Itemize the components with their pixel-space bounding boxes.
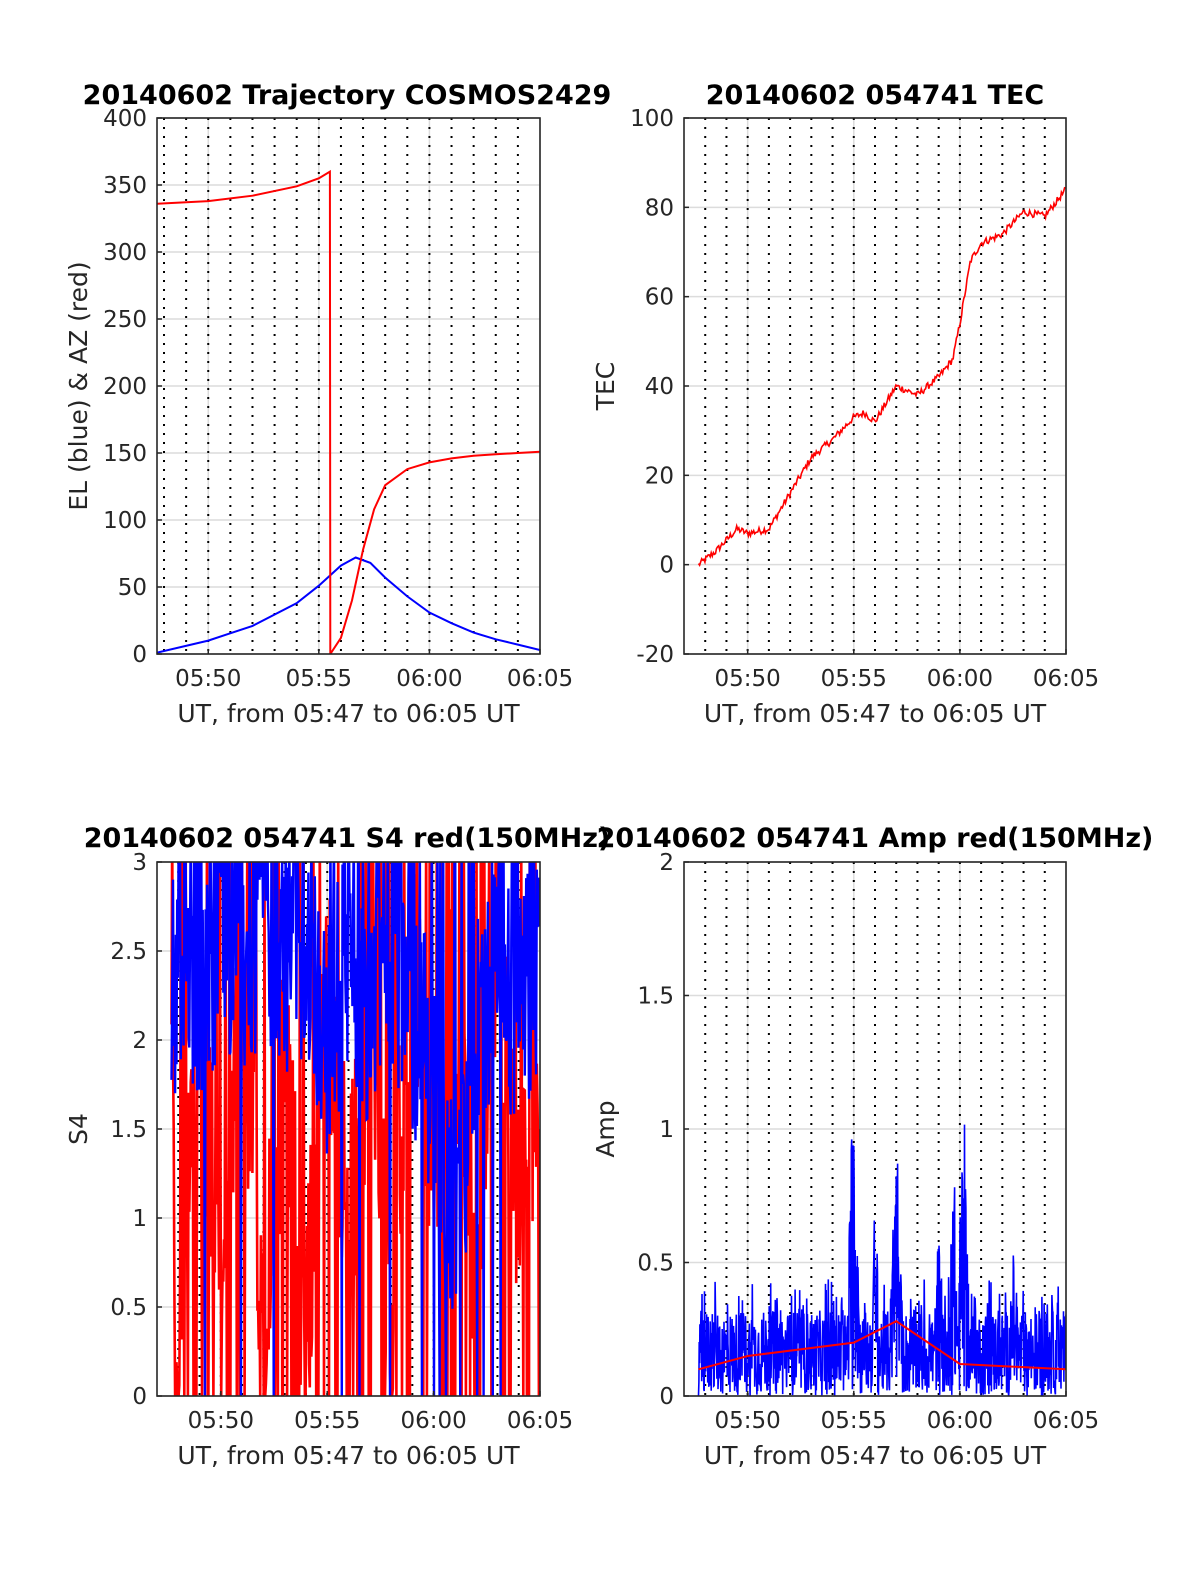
x-tick-label: 05:50 [715,666,781,692]
y-tick-label: 1.5 [637,984,674,1010]
y-tick-label: 0 [659,1384,674,1410]
y-tick-label: 100 [103,508,147,534]
x-tick-label: 05:55 [821,1408,887,1434]
x-axis-label: UT, from 05:47 to 06:05 UT [704,699,1047,728]
x-tick-label: 06:00 [400,1408,466,1434]
y-tick-label: 40 [645,374,674,400]
plot-area [697,186,1066,567]
y-tick-label: 300 [103,240,147,266]
x-tick-label: 06:05 [507,666,573,692]
x-axis-label: UT, from 05:47 to 06:05 UT [177,1441,520,1470]
x-tick-label: 06:00 [396,666,462,692]
chart-title: 20140602 054741 S4 red(150MHz) [84,823,611,854]
tec-line [697,186,1066,567]
y-axis-label: EL (blue) & AZ (red) [64,261,93,510]
panel-tec: 05:50 05:55 06:00 06:05 -20 0 20 40 60 80 100 20140… [591,80,1099,728]
chart-title: 20140602 054741 Amp red(150MHz) [597,823,1154,854]
chart-title: 20140602 Trajectory COSMOS2429 [83,80,612,111]
s4-blue-line [170,862,540,1396]
plot-area [170,862,540,1396]
x-tick-label: 06:05 [507,1408,573,1434]
amp-blue-line [697,1124,1066,1396]
y-tick-label: 0.5 [637,1251,674,1277]
y-tick-label: 0 [132,1384,147,1410]
plot-area [157,169,540,654]
y-tick-label: 250 [103,307,147,333]
x-tick-label: 05:55 [294,1408,360,1434]
y-tick-label: 2 [659,850,674,876]
x-tick-label: 05:50 [188,1408,254,1434]
y-tick-label: 1 [132,1206,147,1232]
y-tick-label: 350 [103,173,147,199]
y-tick-label: 50 [118,575,147,601]
elevation-line [157,556,540,654]
y-tick-label: 1 [659,1117,674,1143]
y-tick-label: 2.5 [110,939,147,965]
x-tick-label: 05:55 [286,666,352,692]
x-axis-label: UT, from 05:47 to 06:05 UT [704,1441,1047,1470]
y-axis-label: Amp [591,1100,620,1157]
x-axis-label: UT, from 05:47 to 06:05 UT [177,699,520,728]
y-tick-label: 1.5 [110,1117,147,1143]
x-tick-label: 05:55 [821,666,887,692]
x-tick-label: 05:50 [715,1408,781,1434]
y-axis-label: TEC [591,362,620,412]
y-tick-label: 200 [103,374,147,400]
chart-title: 20140602 054741 TEC [706,80,1045,111]
y-tick-label: 80 [645,195,674,221]
y-tick-label: 150 [103,441,147,467]
y-tick-label: 3 [132,850,147,876]
y-tick-label: 20 [645,463,674,489]
y-axis-label: S4 [64,1113,93,1145]
y-tick-label: 0 [132,642,147,668]
x-tick-label: 06:05 [1033,666,1099,692]
y-tick-label: 2 [132,1028,147,1054]
y-tick-label: 0.5 [110,1295,147,1321]
plot-area [697,1124,1066,1396]
x-tick-label: 06:00 [927,666,993,692]
x-tick-label: 06:05 [1033,1408,1099,1434]
x-tick-label: 05:50 [175,666,241,692]
y-tick-label: 60 [645,285,674,311]
y-tick-label: 400 [103,106,147,132]
panel-trajectory: 05:50 05:55 06:00 06:05 0 50 100 150 200 250 300 35… [64,80,611,728]
y-tick-label: -20 [636,642,674,668]
x-tick-label: 06:00 [927,1408,993,1434]
azimuth-line [157,169,540,654]
panel-s4: 05:50 05:55 06:00 06:05 0 0.5 1 1.5 2 2.5 32014060… [64,823,611,1470]
amp-red-line [698,1320,1066,1371]
y-tick-label: 100 [630,106,674,132]
y-tick-label: 0 [659,553,674,579]
